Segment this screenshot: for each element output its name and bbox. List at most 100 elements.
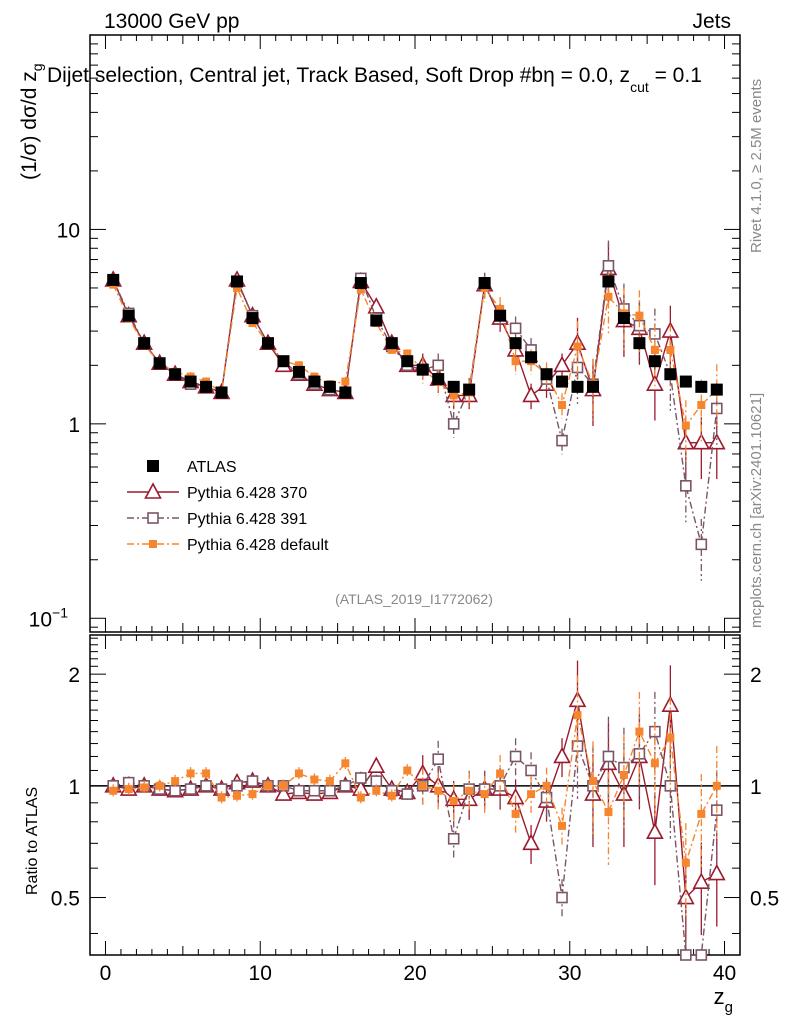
main-ylabel-text: (1/σ) dσ/d z xyxy=(18,71,41,180)
data-point xyxy=(447,418,460,430)
data-point xyxy=(122,309,135,322)
data-point xyxy=(294,361,303,370)
ratio-y-tick-label-left: 1 xyxy=(68,776,80,799)
data-point xyxy=(648,355,661,368)
data-point xyxy=(449,391,458,400)
data-point xyxy=(697,809,706,818)
data-point xyxy=(356,793,365,802)
data-point xyxy=(695,949,708,961)
ratio-y-tick-label-right: 2 xyxy=(750,664,762,687)
data-point xyxy=(525,351,538,364)
data-point xyxy=(619,770,628,779)
data-point xyxy=(231,780,243,792)
data-point xyxy=(710,383,723,396)
axis-ticks: 0 10 20 30 40 10−1 1 10 0.5 0.5 1 1 2 2 xyxy=(29,34,779,985)
data-point xyxy=(707,863,726,881)
data-point xyxy=(681,858,690,867)
legend-entry-atlas: ATLAS xyxy=(147,459,237,476)
data-point xyxy=(246,312,259,325)
data-point xyxy=(356,285,365,294)
y-tick-label: 10−1 xyxy=(29,604,69,631)
data-point xyxy=(617,312,630,325)
x-tick-label: 40 xyxy=(713,962,736,985)
ratio-y-tick-label-right: 0.5 xyxy=(750,888,779,911)
data-point xyxy=(494,309,507,322)
data-point xyxy=(231,275,244,288)
data-point xyxy=(372,786,381,795)
data-point xyxy=(650,759,659,768)
data-point xyxy=(480,790,489,799)
data-point xyxy=(586,380,599,393)
legend-entry-pythia-370: Pythia 6.428 370 xyxy=(127,482,307,502)
data-point xyxy=(200,380,213,393)
data-point xyxy=(602,750,615,763)
series-line-pythia-391 xyxy=(112,265,718,545)
data-point xyxy=(681,421,690,430)
data-point xyxy=(339,386,352,399)
data-point xyxy=(556,434,568,447)
data-point xyxy=(109,786,118,795)
data-point xyxy=(248,790,257,799)
data-point xyxy=(556,375,569,388)
data-point xyxy=(680,480,692,492)
data-point xyxy=(263,781,272,790)
data-point xyxy=(509,337,522,350)
series-pythia-370 xyxy=(104,243,726,480)
data-point xyxy=(387,791,396,800)
data-point xyxy=(558,401,567,410)
data-point xyxy=(695,538,708,551)
x-axis-label: zg xyxy=(714,984,733,1016)
data-point xyxy=(325,777,334,786)
legend-entry-pythia-391: Pythia 6.428 391 xyxy=(127,511,307,528)
ratio-y-tick-label-left: 2 xyxy=(68,664,80,687)
data-point xyxy=(522,385,540,403)
data-point xyxy=(604,808,613,817)
data-point xyxy=(341,759,350,768)
series-pythia-default xyxy=(109,675,721,916)
data-point xyxy=(434,786,443,795)
series-line-pythia-370 xyxy=(113,700,718,900)
data-point xyxy=(169,368,182,381)
data-point xyxy=(478,277,491,290)
y-tick-label: 10 xyxy=(57,219,80,242)
legend-label: Pythia 6.428 391 xyxy=(187,511,307,528)
collision-label: 13000 GeV pp xyxy=(104,10,239,33)
rivet-label: Rivet 4.1.0, ≥ 2.5M events xyxy=(748,79,765,253)
data-point xyxy=(680,949,692,961)
ratio-ylabel: Ratio to ATLAS xyxy=(24,787,41,895)
data-point xyxy=(707,432,726,450)
data-point xyxy=(571,380,584,393)
legend-label: Pythia 6.428 370 xyxy=(187,485,307,502)
series-pythia-default xyxy=(109,271,721,462)
data-point xyxy=(184,375,197,388)
data-point xyxy=(279,781,288,790)
data-point xyxy=(107,273,120,286)
data-point xyxy=(215,386,228,399)
data-point xyxy=(496,769,505,778)
data-point xyxy=(310,775,319,784)
data-point xyxy=(355,772,367,784)
main-plot-marks xyxy=(104,240,726,581)
data-point xyxy=(200,780,212,792)
legend-label: Pythia 6.428 default xyxy=(187,537,329,554)
data-point xyxy=(339,780,352,792)
data-point xyxy=(509,322,522,335)
ratio-y-tick-label-right: 1 xyxy=(750,776,762,799)
data-point xyxy=(465,786,474,795)
data-point xyxy=(602,275,615,288)
data-point xyxy=(294,769,303,778)
category-label: Jets xyxy=(692,10,731,33)
data-point xyxy=(447,832,460,845)
plot-title: Dijet selection, Central jet, Track Base… xyxy=(47,64,702,95)
data-point xyxy=(138,337,151,350)
data-point xyxy=(385,337,398,350)
data-point xyxy=(403,349,412,358)
data-point xyxy=(186,769,195,778)
data-point xyxy=(712,781,721,790)
data-point xyxy=(553,746,571,764)
data-point xyxy=(354,277,367,290)
legend-marker xyxy=(147,460,159,472)
x-tick-label: 10 xyxy=(249,962,272,985)
series-line-pythia-370 xyxy=(112,268,717,444)
